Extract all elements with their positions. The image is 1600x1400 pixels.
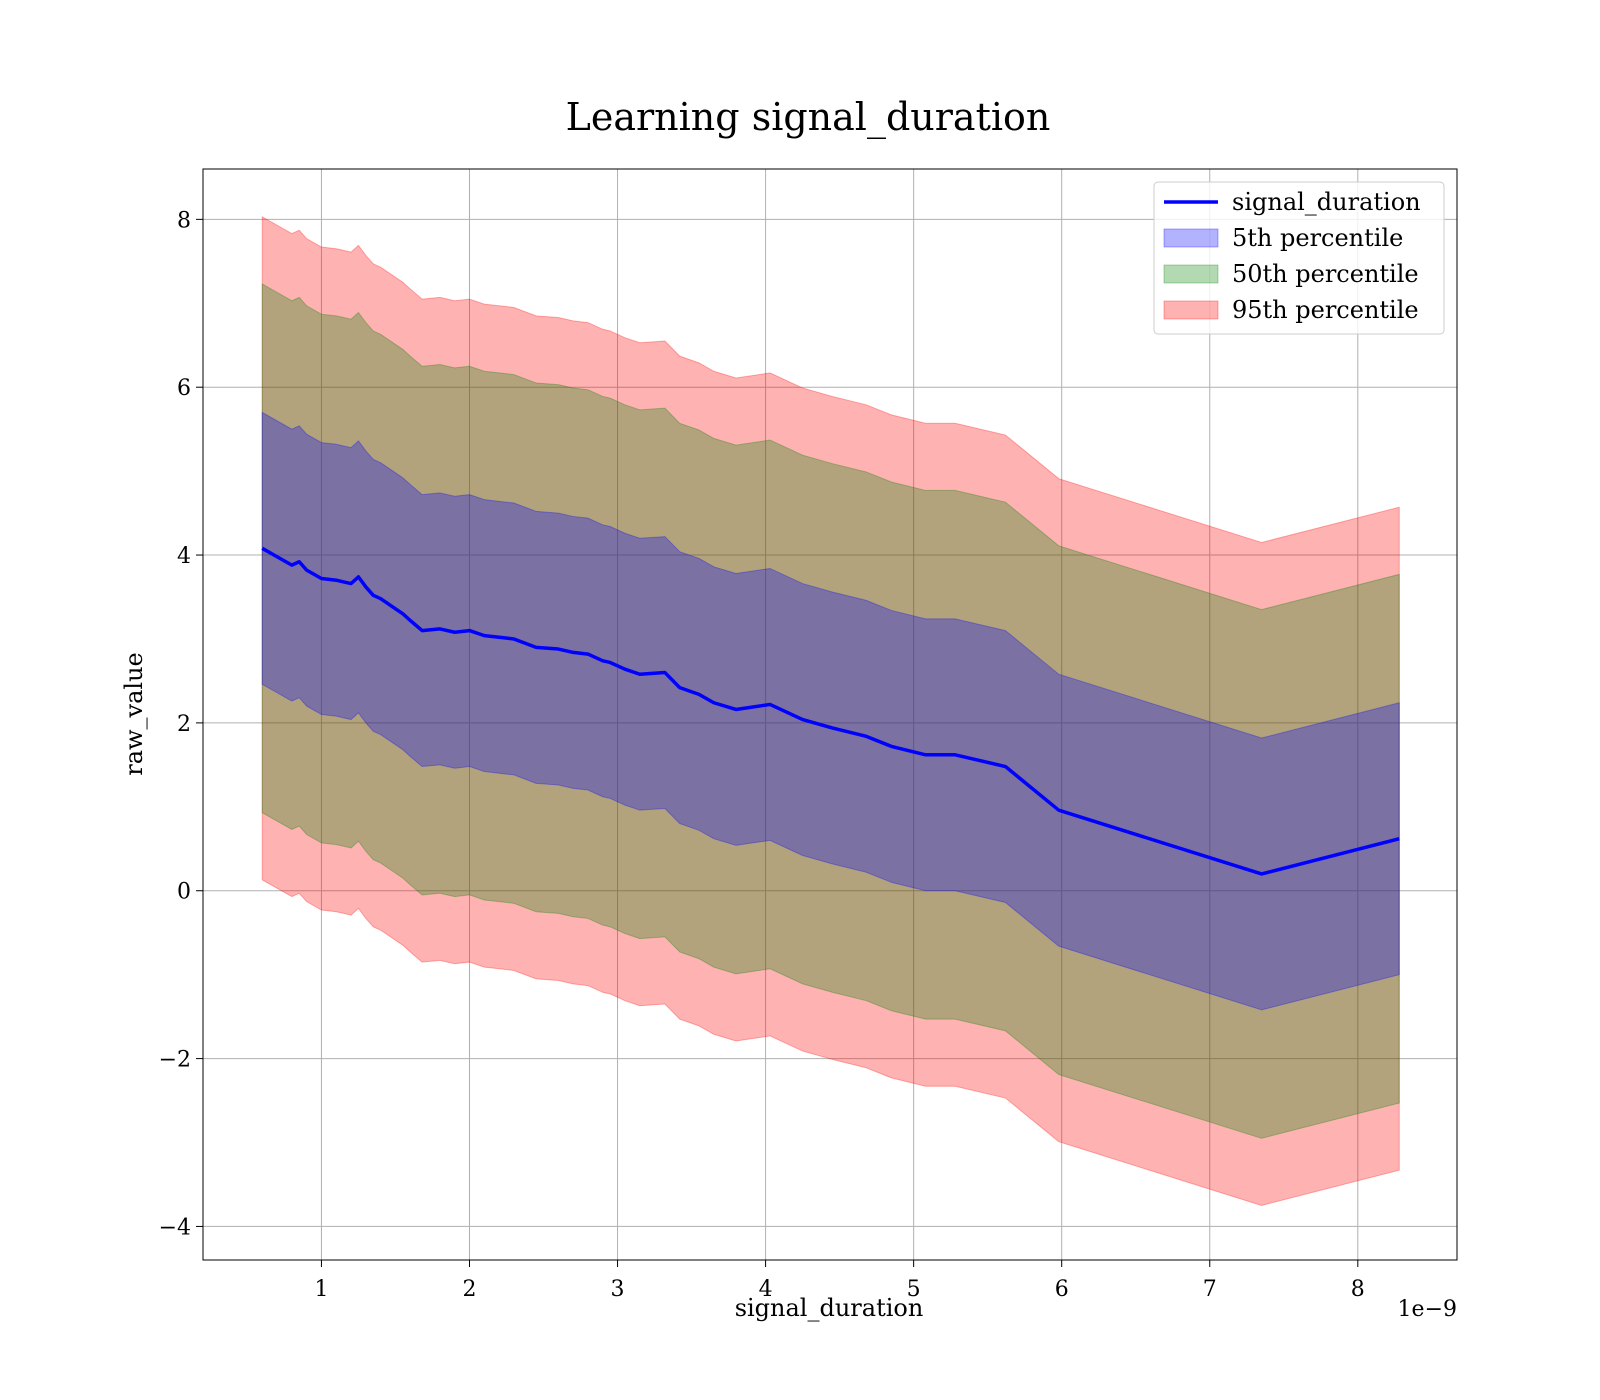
legend-label: signal_duration [1232,188,1421,216]
band-5th-percentile [261,411,1400,1011]
y-tick-label: 8 [177,208,191,233]
y-tick-label: 4 [177,544,191,569]
legend-box [1153,181,1445,335]
band-50th-percentile [261,283,1400,1139]
x-tick-label: 4 [759,1277,773,1302]
legend-items: signal_duration 5th percentile 50th percen… [1163,188,1421,324]
x-tick-label: 1 [314,1277,328,1302]
x-tick-label: 2 [462,1277,476,1302]
y-axis-ticks: −4 −2 0 2 4 6 8 [159,208,203,1240]
y-axis-label: raw_value [120,652,148,776]
legend-label: 5th percentile [1232,224,1403,252]
legend-swatch [1163,300,1219,320]
y-tick-label: −2 [159,1048,191,1073]
signal-duration-line [261,546,1400,876]
chart-title: Learning signal_duration [566,95,1051,140]
series-lines [261,546,1400,876]
legend-label: 50th percentile [1232,260,1419,288]
plot-frame [202,168,1458,1261]
x-tick-label: 8 [1351,1277,1365,1302]
y-tick-label: −4 [159,1215,191,1240]
y-tick-label: 0 [177,880,191,905]
y-tick-label: 6 [177,376,191,401]
x-tick-label: 6 [1055,1277,1069,1302]
x-tick-label: 7 [1203,1277,1217,1302]
x-axis-offset-label: 1e−9 [1398,1297,1457,1322]
grid-lines [203,169,1457,1260]
legend-swatch [1163,264,1219,284]
x-tick-label: 3 [611,1277,625,1302]
x-axis-label: signal_duration [735,1294,924,1322]
x-tick-label: 5 [907,1277,921,1302]
band-95th-percentile [261,215,1400,1206]
legend: signal_duration 5th percentile 50th percen… [1153,181,1445,335]
legend-swatch [1163,228,1219,248]
legend-label: 95th percentile [1232,296,1419,324]
percentile-bands [261,215,1400,1206]
y-tick-label: 2 [177,712,191,737]
x-axis-ticks: 1 2 3 4 5 6 7 8 [314,1260,1365,1302]
